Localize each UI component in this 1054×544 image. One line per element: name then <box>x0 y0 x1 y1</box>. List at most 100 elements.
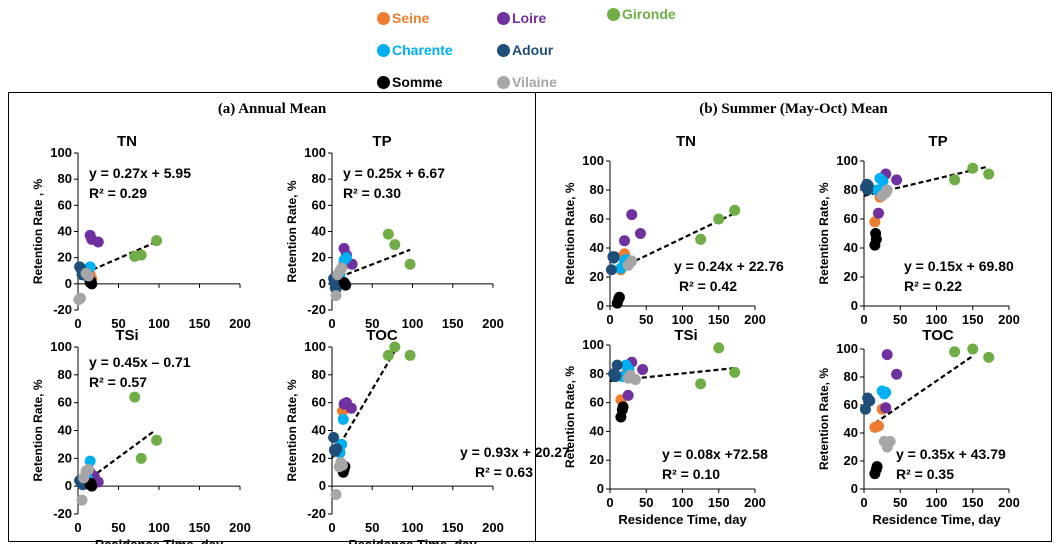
data-point-charente <box>337 413 349 425</box>
plot-title: TSi <box>115 327 138 344</box>
data-point-vilaine <box>330 290 342 302</box>
trendline <box>331 347 398 459</box>
legend-item-loire: Loire <box>497 10 546 26</box>
legend-marker <box>607 8 620 21</box>
y-tick-label: 20 <box>58 250 72 265</box>
y-tick-label: 80 <box>590 182 604 197</box>
x-tick-label: 0 <box>860 495 867 510</box>
x-tick-label: 50 <box>365 520 379 535</box>
x-tick-label: 200 <box>229 520 251 535</box>
data-point-gironde <box>949 174 961 186</box>
y-tick-label: 0 <box>65 276 72 291</box>
data-point-vilaine <box>629 374 641 386</box>
x-tick-label: 50 <box>893 312 907 327</box>
x-tick-label: 0 <box>328 520 335 535</box>
y-tick-label: 40 <box>312 224 326 239</box>
data-point-gironde <box>729 204 741 216</box>
plot-title: TP <box>372 133 391 150</box>
data-point-gironde <box>129 391 141 403</box>
data-point-loire <box>880 402 892 414</box>
data-point-adour <box>331 443 343 455</box>
y-tick-label: 0 <box>597 298 604 313</box>
y-tick-label: 100 <box>836 153 858 168</box>
y-tick-label: 40 <box>58 423 72 438</box>
data-point-gironde <box>382 228 394 240</box>
panel-annual-mean: (a) Annual Mean <box>8 92 536 542</box>
data-point-charente <box>880 386 892 398</box>
y-tick-label: 0 <box>851 298 858 313</box>
x-tick-label: 100 <box>926 312 948 327</box>
y-tick-label: 20 <box>58 450 72 465</box>
x-tick-label: 50 <box>365 316 379 331</box>
data-point-charente <box>340 252 352 264</box>
regression-equation: y = 0.15x + 69.80 <box>904 258 1014 274</box>
panel-title-annual: (a) Annual Mean <box>217 101 327 117</box>
data-point-loire <box>622 389 634 401</box>
y-tick-label: 60 <box>312 197 326 212</box>
y-tick-label: 40 <box>590 423 604 438</box>
y-tick-label: 20 <box>844 269 858 284</box>
panel-summer-mean: (b) Summer (May-Oct) Mean <box>536 92 1052 542</box>
y-tick-label: 40 <box>312 423 326 438</box>
data-point-loire <box>637 363 649 375</box>
legend-marker <box>497 12 510 25</box>
x-tick-label: 100 <box>402 316 424 331</box>
data-point-somme <box>870 228 882 239</box>
y-tick-label: 80 <box>844 369 858 384</box>
trendline <box>863 165 988 197</box>
legend-label: Seine <box>392 10 430 26</box>
regression-equation: y = 0.24x + 22.76 <box>674 258 784 274</box>
y-tick-label: 60 <box>312 395 326 410</box>
data-point-vilaine <box>881 184 893 196</box>
x-axis-label: Residence Time, day <box>95 537 224 544</box>
y-tick-label: 80 <box>312 367 326 382</box>
data-point-gironde <box>389 239 401 251</box>
data-point-charente <box>877 175 889 187</box>
data-point-loire <box>626 209 638 221</box>
y-tick-label: -20 <box>53 506 72 521</box>
data-point-gironde <box>382 349 394 361</box>
legend-marker <box>377 12 390 25</box>
plot-title: TOC <box>922 327 954 344</box>
y-tick-label: 40 <box>844 425 858 440</box>
y-tick-label: -20 <box>307 506 326 521</box>
y-axis-label: Retention Rate, % <box>31 379 45 481</box>
y-tick-label: 80 <box>58 171 72 186</box>
x-tick-label: 100 <box>402 520 424 535</box>
data-point-gironde <box>404 258 416 270</box>
trendline <box>77 240 158 278</box>
data-point-gironde <box>967 162 979 174</box>
legend-item-gironde: Gironde <box>607 6 676 22</box>
y-tick-label: 80 <box>844 182 858 197</box>
y-tick-label: 60 <box>590 395 604 410</box>
regression-equation: y = 0.93x + 20.27 <box>460 444 570 460</box>
y-tick-label: 0 <box>65 478 72 493</box>
legend-item-charente: Charente <box>377 42 453 58</box>
data-point-vilaine <box>83 463 95 475</box>
y-axis-label: Retention Rate, % <box>563 366 577 468</box>
plot-title: TSi <box>674 327 697 344</box>
data-point-loire <box>873 207 884 219</box>
data-point-loire <box>92 236 104 248</box>
r-squared-label: R² = 0.29 <box>89 185 147 201</box>
trendline <box>331 248 411 281</box>
x-tick-label: 50 <box>639 312 653 327</box>
x-axis-label: Residence Time, day <box>618 512 747 527</box>
regression-equation: y = 0.25x + 6.67 <box>343 165 445 181</box>
y-tick-label: 80 <box>590 366 604 381</box>
y-tick-label: 60 <box>58 395 72 410</box>
y-axis-label: Retention Rate, % <box>817 368 831 470</box>
y-axis-label: Retention Rate , % <box>31 179 45 285</box>
x-tick-label: 0 <box>328 316 335 331</box>
y-tick-label: -20 <box>307 302 326 317</box>
data-point-gironde <box>695 378 707 390</box>
y-axis-label: Retention Rate, % <box>285 379 299 481</box>
x-tick-label: 200 <box>482 520 504 535</box>
legend-item-vilaine: Vilaine <box>497 74 557 90</box>
x-tick-label: 200 <box>998 495 1020 510</box>
legend-marker <box>377 76 390 89</box>
y-tick-label: 100 <box>304 339 326 354</box>
